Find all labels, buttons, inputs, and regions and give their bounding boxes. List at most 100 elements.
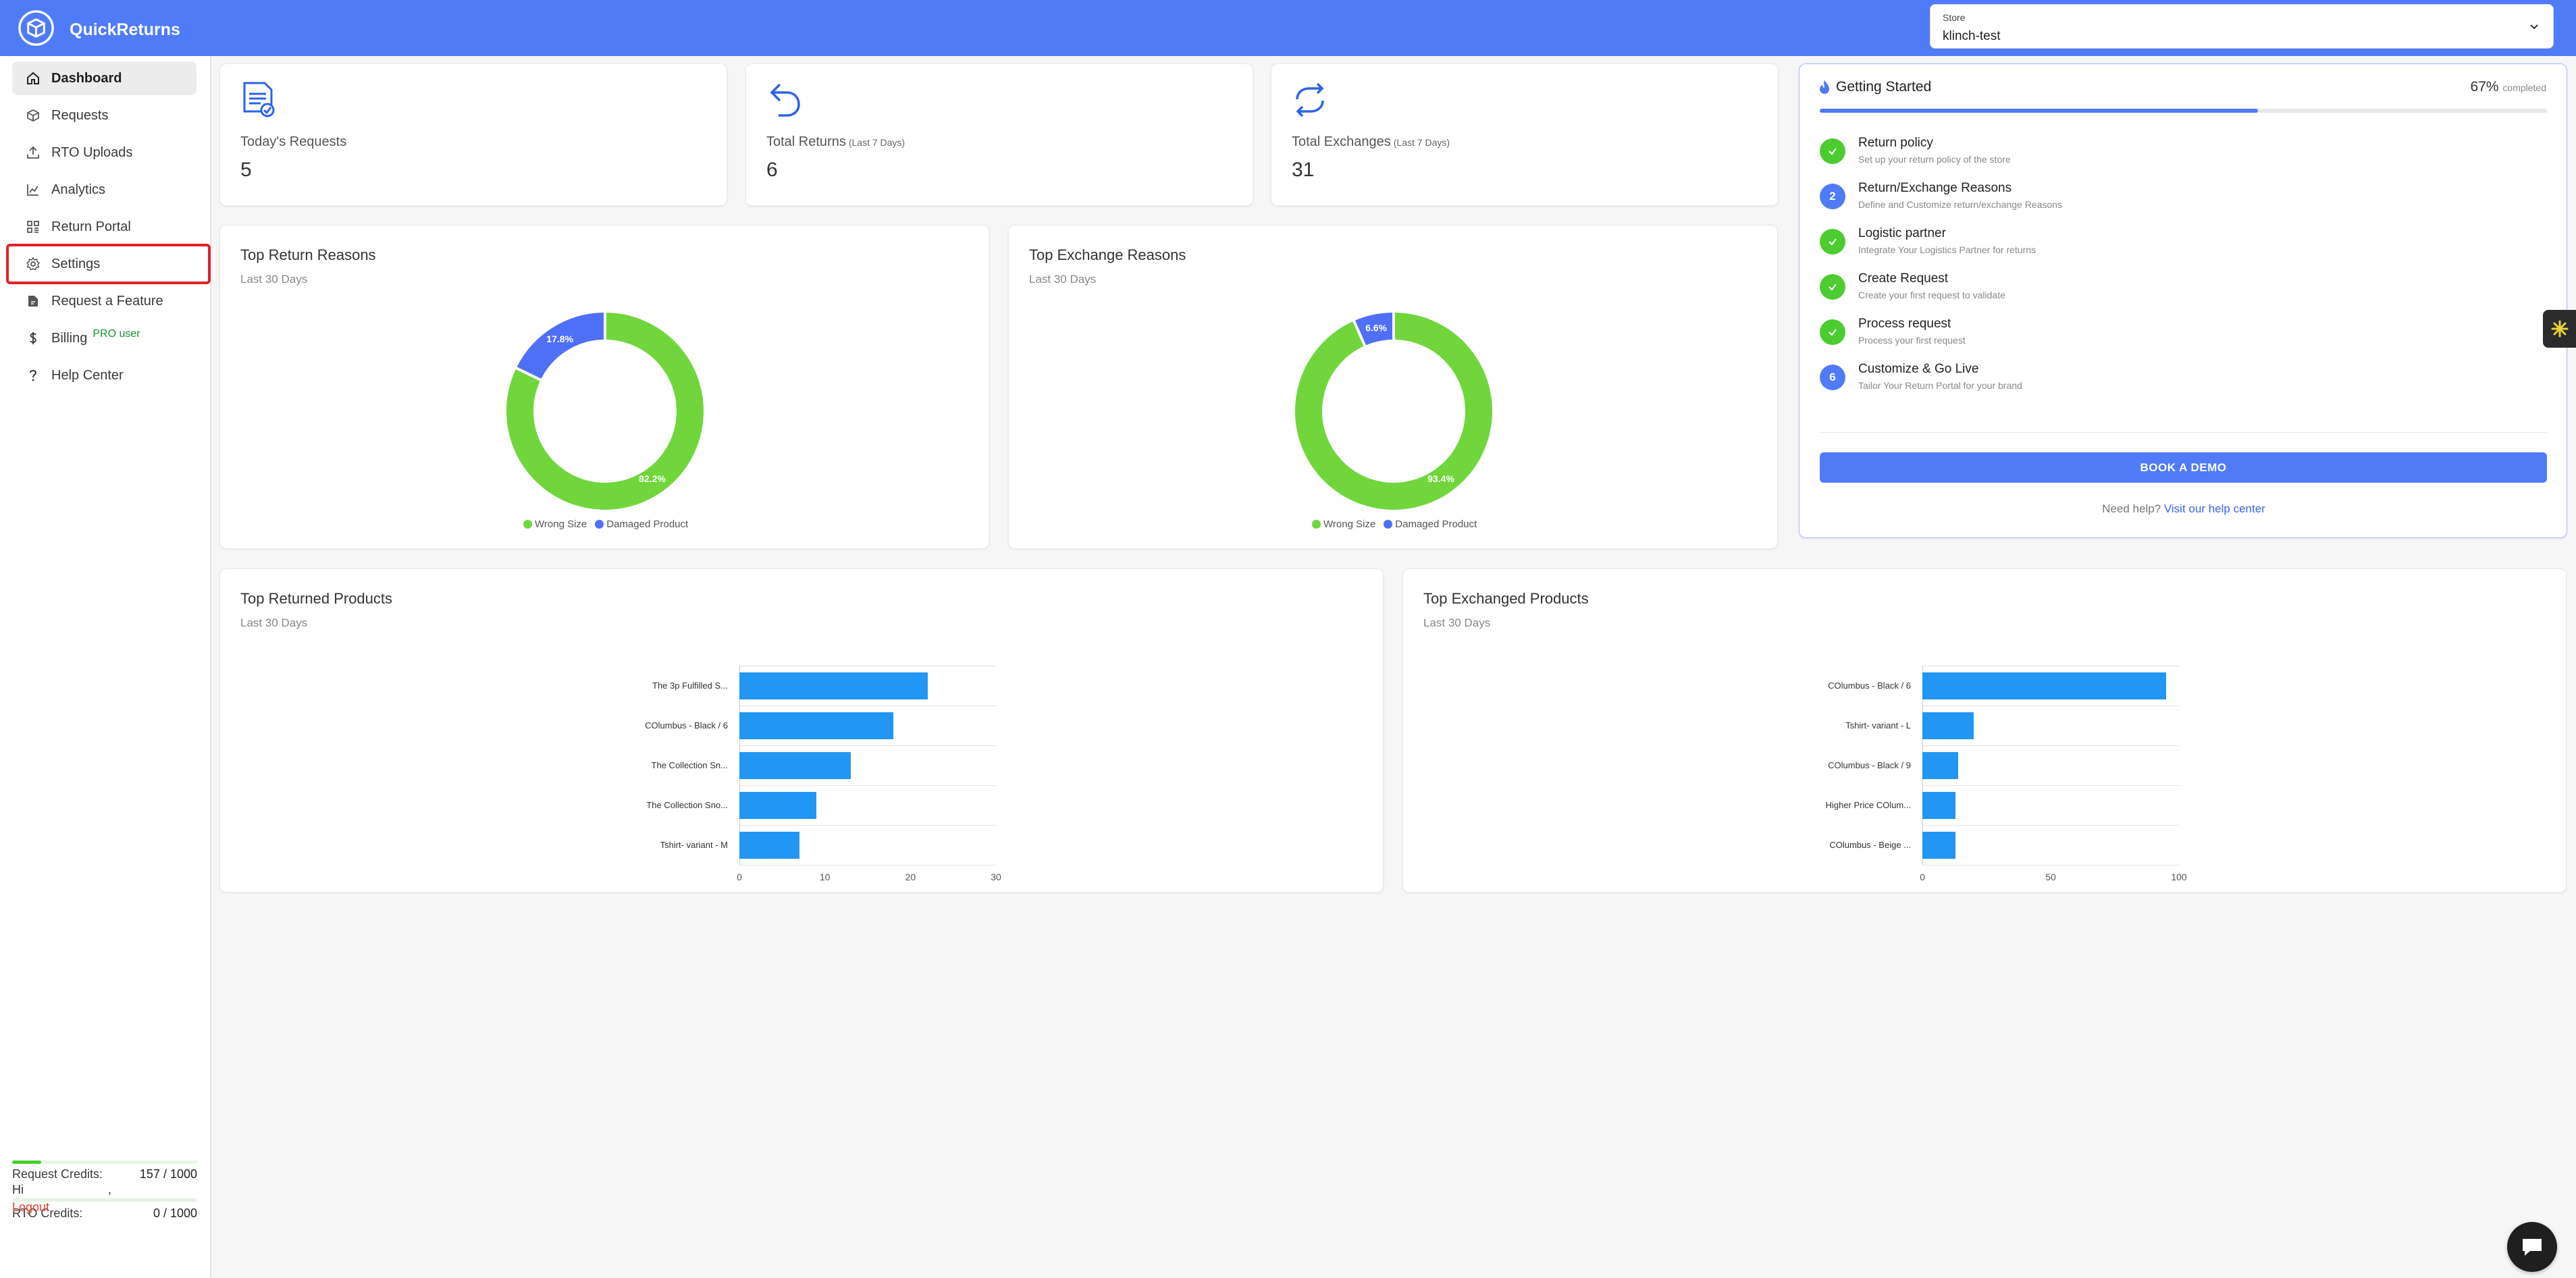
grid-line	[739, 785, 996, 786]
stat-label: Total Returns (Last 7 Days)	[766, 134, 905, 149]
flame-icon	[1820, 80, 1829, 94]
bar-category-label: COlumbus - Black / 6	[645, 720, 728, 730]
getting-started-step[interactable]: 6 Customize & Go Live Tailor Your Return P…	[1820, 362, 2495, 402]
card-subtitle: Last 30 Days	[240, 616, 308, 629]
bar-category-label: COlumbus - Black / 6	[1828, 681, 1911, 691]
step-description: Create your first request to validate	[1858, 290, 2005, 300]
sidebar-item-return-portal[interactable]: Return Portal	[12, 210, 196, 244]
getting-started-step[interactable]: 2 Return/Exchange Reasons Define and Custo…	[1820, 181, 2495, 221]
bar-category-label: The Collection Sn...	[651, 760, 728, 770]
brand[interactable]: QuickReturns	[18, 9, 180, 50]
card-subtitle: Last 30 Days	[240, 273, 308, 286]
bar[interactable]	[739, 712, 893, 739]
legend-item[interactable]: Wrong Size	[1312, 518, 1375, 530]
rto-credits-label: RTO Credits:	[12, 1206, 83, 1220]
bar[interactable]	[1922, 832, 1956, 859]
donut-slice-damaged-product[interactable]	[513, 309, 606, 383]
returned-products-chart: The 3p Fulfilled S... COlumbus - Black / …	[220, 569, 1384, 893]
exchanged-products-card: Top Exchanged Products Last 30 Days COlu…	[1402, 568, 2567, 893]
sidebar-item-rto-uploads[interactable]: RTO Uploads	[12, 136, 196, 169]
bar[interactable]	[739, 832, 799, 859]
grid-line	[739, 865, 996, 866]
grid-line	[739, 745, 996, 746]
getting-started-progress	[1820, 109, 2547, 113]
x-tick-label: 0	[737, 872, 742, 882]
exchange-reasons-donut: 93.4% 6.6%	[1292, 309, 1495, 512]
getting-started-title: Getting Started	[1836, 79, 1932, 95]
return-reasons-card: Top Return Reasons Last 30 Days 82.2% 17.…	[219, 225, 989, 549]
grid-line	[1922, 785, 2179, 786]
chat-button[interactable]	[2507, 1222, 2557, 1272]
sidebar-item-label: RTO Uploads	[51, 144, 133, 160]
bar[interactable]	[1922, 672, 2166, 699]
step-title: Create Request	[1858, 271, 1949, 286]
getting-started-step[interactable]: Logistic partner Integrate Your Logistics…	[1820, 226, 2495, 267]
help-center-link[interactable]: Visit our help center	[2163, 502, 2265, 515]
book-demo-button[interactable]: BOOK A DEMO	[1820, 452, 2547, 483]
card-subtitle: Last 30 Days	[1423, 616, 1491, 629]
bar-category-label: COlumbus - Beige ...	[1829, 840, 1911, 850]
legend-item[interactable]: Damaged Product	[1384, 518, 1477, 530]
sidebar-item-billing[interactable]: Billing PRO user	[12, 321, 196, 355]
return-reasons-legend: Wrong Size Damaged Product	[523, 518, 688, 530]
chat-bubble-icon	[2523, 1239, 2542, 1256]
donut-slice-wrong-size[interactable]	[504, 309, 706, 512]
donut-slice-damaged-product[interactable]	[1351, 309, 1395, 349]
rto-credits: RTO Credits: 0 / 1000	[12, 1206, 197, 1221]
check-icon	[1820, 138, 1845, 164]
greeting: Hi ,	[12, 1183, 111, 1197]
home-icon	[27, 72, 39, 84]
stat-card-today-requests: Today's Requests 5	[219, 63, 727, 206]
donut-data-label: 82.2%	[639, 473, 666, 484]
sidebar-item-requests[interactable]: Requests	[12, 99, 196, 132]
legend-item[interactable]: Damaged Product	[595, 518, 688, 530]
request-credits-bar	[12, 1161, 197, 1164]
request-credits-label: Request Credits:	[12, 1167, 103, 1181]
sidebar-item-dashboard[interactable]: Dashboard	[12, 61, 196, 95]
sidebar-item-label: Settings	[51, 256, 101, 271]
bar[interactable]	[739, 672, 928, 699]
bar[interactable]	[1922, 712, 1974, 739]
legend-item[interactable]: Wrong Size	[523, 518, 587, 530]
x-tick-label: 30	[991, 872, 1001, 882]
stat-value: 31	[1292, 159, 1315, 181]
check-icon	[1820, 229, 1845, 255]
sidebar-item-request-feature[interactable]: Request a Feature	[12, 284, 196, 318]
logout-link[interactable]: Logout	[12, 1200, 50, 1214]
upload-icon	[27, 146, 39, 159]
grid-line	[739, 705, 996, 706]
x-tick-label: 20	[905, 872, 916, 882]
top-bar: QuickReturns Store klinch-test	[0, 0, 2576, 56]
check-icon	[1820, 274, 1845, 300]
donut-data-label: 6.6%	[1365, 323, 1387, 334]
grid-line	[1922, 825, 2179, 826]
donut-slice-wrong-size[interactable]	[1292, 309, 1495, 512]
getting-started-step[interactable]: Create Request Create your first request …	[1820, 271, 2495, 312]
sidebar-item-label: Requests	[51, 107, 109, 123]
card-subtitle: Last 30 Days	[1029, 273, 1097, 286]
brand-logo-icon	[18, 9, 55, 50]
getting-started-step[interactable]: Return policy Set up your return policy o…	[1820, 136, 2495, 176]
card-title: Top Exchange Reasons	[1029, 246, 1186, 263]
bar[interactable]	[739, 792, 816, 819]
step-description: Tailor Your Return Portal for your brand	[1858, 380, 2022, 391]
sidebar-item-label: Return Portal	[51, 219, 131, 234]
side-widget-button[interactable]	[2543, 310, 2576, 348]
sidebar-item-label: Help Center	[51, 367, 124, 383]
bar[interactable]	[1922, 752, 1959, 779]
sidebar-item-settings[interactable]: Settings	[6, 244, 211, 284]
greeting-name: ,	[108, 1183, 112, 1196]
x-tick-label: 0	[1920, 872, 1925, 882]
bar[interactable]	[739, 752, 851, 779]
stat-label: Total Exchanges (Last 7 Days)	[1292, 134, 1450, 149]
sidebar: Dashboard Requests RTO Uploads Analytics…	[0, 56, 211, 1278]
dollar-icon	[30, 332, 36, 344]
bar-category-label: Higher Price COlum...	[1825, 800, 1911, 810]
bar[interactable]	[1922, 792, 1956, 819]
getting-started-step[interactable]: Process request Process your first reques…	[1820, 317, 2495, 357]
store-select[interactable]: Store klinch-test	[1930, 4, 2554, 49]
sidebar-item-help-center[interactable]: Help Center	[12, 358, 196, 392]
stat-label: Today's Requests	[240, 134, 347, 149]
sidebar-item-analytics[interactable]: Analytics	[12, 173, 196, 207]
returned-products-card: Top Returned Products Last 30 Days The 3…	[219, 568, 1384, 893]
